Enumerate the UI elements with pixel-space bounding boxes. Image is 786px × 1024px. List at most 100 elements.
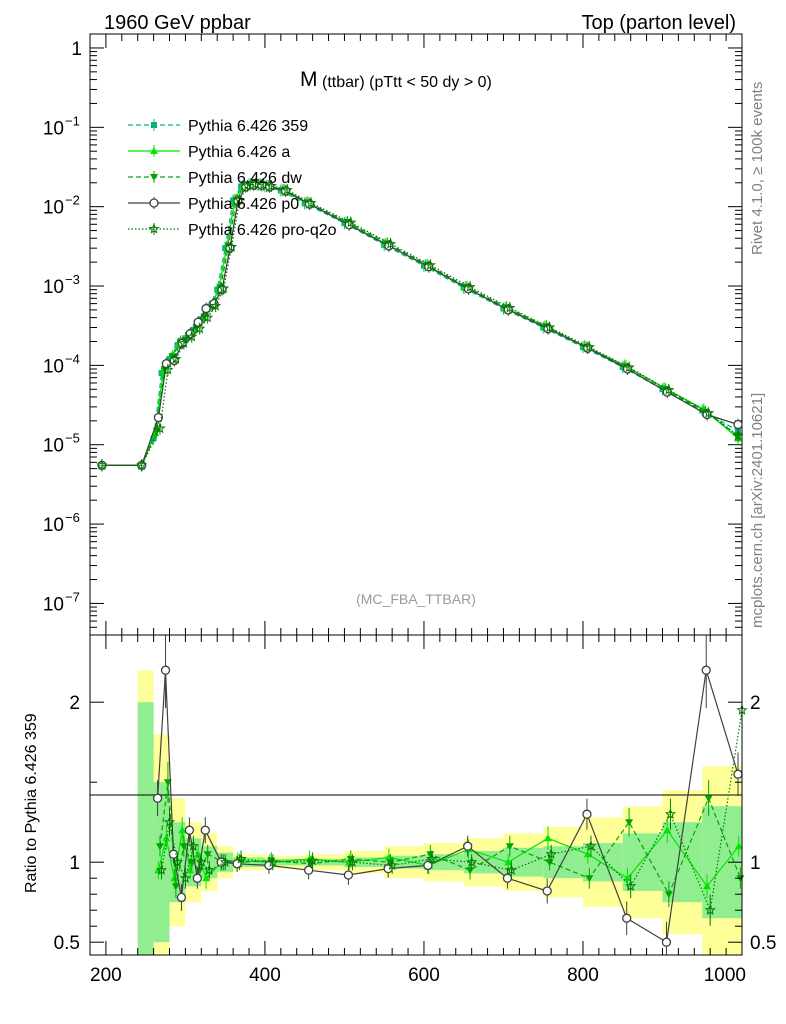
ratio-point	[661, 937, 672, 947]
ratio-point	[267, 856, 279, 867]
ratio-point	[623, 874, 632, 882]
legend-label: Pythia 6.426 pro-q2o	[188, 222, 337, 239]
data-point	[96, 459, 108, 471]
data-point	[281, 184, 293, 195]
data-point	[202, 311, 214, 323]
data-point	[424, 259, 436, 270]
ratio-point	[426, 853, 438, 864]
data-point	[583, 341, 595, 352]
ratio-point	[176, 892, 187, 903]
data-point	[178, 337, 190, 348]
data-point	[305, 197, 317, 208]
legend-label: Pythia 6.426 a	[188, 144, 290, 161]
ratio-point	[701, 665, 711, 675]
data-point	[623, 361, 635, 373]
uncertainty-band	[137, 702, 154, 955]
ratio-point	[664, 891, 673, 899]
ratio-point	[304, 865, 314, 875]
ratio-point	[184, 825, 195, 835]
ratio-y-tick-label-right: 2	[750, 693, 761, 714]
y-tick-label: 10	[43, 118, 64, 139]
y-tick-exponent: −6	[65, 510, 80, 525]
uncertainty-band	[423, 854, 464, 871]
x-tick-label: 1000	[704, 965, 746, 986]
ratio-ticks: 0.5 0.5 1 1 2 2 200 400 600 800 1000	[54, 635, 776, 986]
ratio-series-group	[152, 635, 748, 955]
ratio-point	[545, 848, 557, 859]
ratio-point	[625, 819, 634, 827]
ratio-panel: 0.5 0.5 1 1 2 2 200 400 600 800 1000	[54, 634, 776, 986]
data-point	[193, 317, 203, 327]
y-tick-label: 10	[43, 356, 64, 377]
uncertainty-band	[304, 859, 345, 866]
ratio-point	[466, 856, 478, 867]
ratio-point	[192, 873, 202, 883]
legend-item: Pythia 6.426 dw	[128, 170, 302, 187]
ratio-point	[203, 864, 215, 875]
ratio-point	[232, 859, 242, 869]
uncertainty-band	[344, 857, 385, 867]
ratio-point	[582, 809, 592, 819]
data-point	[703, 407, 715, 418]
ratio-point	[386, 859, 398, 871]
ratio-point	[186, 866, 195, 874]
ratio-line	[161, 710, 743, 913]
ratio-point	[704, 904, 716, 915]
ratio-point	[585, 875, 594, 883]
ratio-point	[703, 882, 712, 890]
legend-item: Pythia 6.426 a	[128, 144, 290, 161]
ratio-point	[219, 856, 231, 867]
ratio-point	[423, 860, 433, 871]
ratio-point	[583, 850, 592, 858]
ratio-point	[663, 826, 672, 834]
ratio-y-tick-label: 1	[69, 853, 80, 874]
data-point	[663, 384, 675, 395]
x-tick-label: 200	[90, 965, 122, 986]
y-tick-label: 1	[71, 39, 82, 60]
ratio-point	[734, 842, 743, 850]
legend-marker	[150, 174, 158, 181]
ratio-y-tick-label: 2	[69, 693, 80, 714]
data-point	[210, 300, 222, 311]
ratio-point	[187, 859, 196, 867]
process-label: Top (parton level)	[581, 12, 736, 34]
plot-title: M	[300, 68, 318, 91]
data-point	[544, 321, 556, 333]
main-series-group	[96, 177, 744, 472]
data-point	[233, 194, 246, 205]
ratio-point	[195, 856, 207, 867]
ratio-bands	[137, 670, 742, 955]
ratio-point	[171, 883, 180, 891]
ratio-point	[502, 873, 513, 883]
data-point	[345, 216, 357, 228]
ratio-point	[463, 841, 473, 851]
ratio-point	[542, 886, 552, 896]
legend-label: Pythia 6.426 359	[188, 118, 308, 135]
ratio-point	[162, 834, 171, 842]
ratio-point	[200, 825, 210, 835]
y-tick-exponent: −4	[65, 351, 80, 366]
ratio-y-tick-label: 0.5	[54, 933, 80, 954]
y-tick-label: 10	[43, 594, 64, 615]
ratio-point	[543, 834, 552, 842]
data-point	[385, 238, 397, 249]
y-tick-label: 10	[43, 198, 64, 219]
ratio-point	[163, 816, 176, 827]
data-point	[257, 178, 269, 190]
data-point	[504, 302, 516, 313]
plot-subtitle: (ttbar) (pTtt < 50 dy > 0)	[322, 74, 492, 91]
data-point	[194, 322, 206, 334]
ratio-point	[179, 843, 188, 851]
data-point	[162, 363, 174, 375]
collision-label: 1960 GeV ppbar	[104, 12, 251, 34]
ratio-point	[203, 851, 212, 859]
ratio-point	[179, 872, 191, 883]
ratio-ylabel: Ratio to Pythia 6.426 359	[23, 713, 40, 893]
ratio-frame	[89, 634, 743, 956]
ratio-point	[733, 769, 743, 779]
data-point	[170, 353, 182, 364]
data-point	[218, 282, 230, 294]
ratio-point	[307, 854, 319, 866]
mcplots-label: mcplots.cern.ch [arXiv:2401.10621]	[749, 393, 766, 628]
